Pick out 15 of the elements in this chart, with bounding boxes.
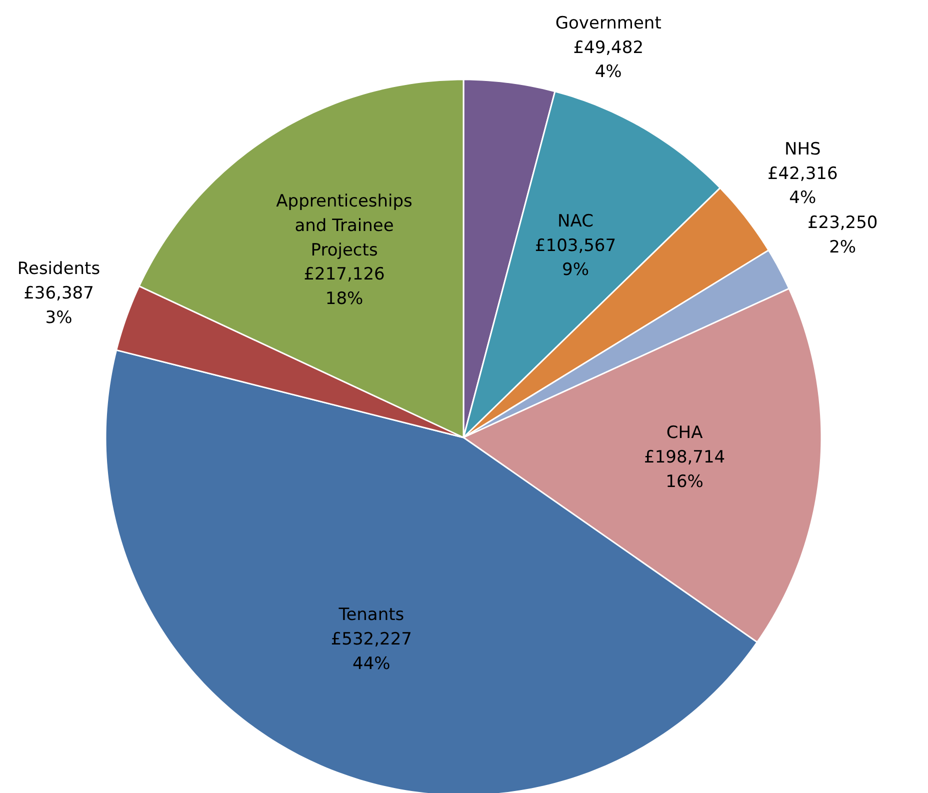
slice-label: Tenants	[338, 605, 404, 626]
slice-label: Apprenticeships and Trainee Projects	[276, 192, 413, 260]
data-label: £23,250 2%	[807, 213, 878, 258]
data-label: £532,227 44%	[330, 629, 412, 674]
slice-label: CHA	[666, 423, 704, 444]
slice-label: NHS	[784, 139, 821, 160]
data-label: £198,714 16%	[644, 447, 726, 492]
slice-label: Government	[555, 13, 662, 34]
data-label: £36,387 3%	[24, 284, 94, 328]
data-label: £103,567 9%	[534, 236, 616, 280]
slice-label: Residents	[17, 259, 100, 280]
slice-label: NAC	[558, 212, 594, 232]
data-label: £42,316 4%	[767, 164, 838, 208]
data-label: £217,126 18%	[304, 264, 385, 309]
data-label: £49,482 4%	[573, 38, 644, 82]
